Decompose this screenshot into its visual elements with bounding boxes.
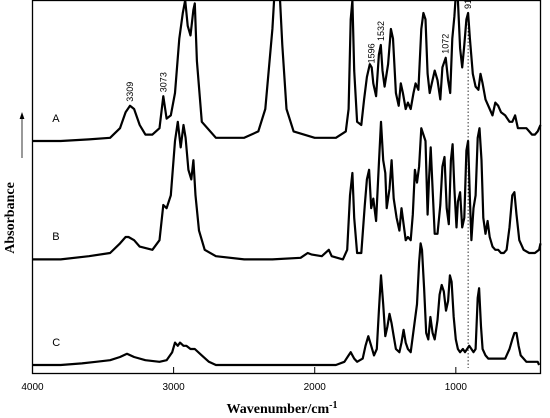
series-label-A: A (52, 113, 60, 125)
y-axis-arrow-head (19, 112, 25, 119)
y-axis: Absorbance (3, 112, 25, 254)
x-axis-label-superscript: -1 (329, 400, 337, 411)
peak-labels: 33093073291822671733159615321072913 (125, 0, 473, 102)
x-axis-label: Wavenumber/cm-1 (227, 400, 338, 417)
x-tick-label-3000: 3000 (162, 382, 185, 393)
x-tick-label-2000: 2000 (304, 382, 327, 393)
series-layer (32, 0, 542, 367)
series-label-C: C (52, 337, 60, 349)
spectrum-C (32, 242, 541, 367)
x-axis-label-main: Wavenumber/cm (227, 402, 330, 417)
peak-label-3309: 3309 (125, 82, 135, 102)
peak-label-1532: 1532 (376, 21, 386, 41)
peak-label-1072: 1072 (441, 34, 451, 54)
series-labels: A B C (52, 113, 60, 349)
spectrum-A (32, 0, 542, 143)
spectrum-B (32, 120, 542, 261)
x-tick-label-4000: 4000 (21, 382, 44, 393)
series-label-B: B (52, 231, 59, 243)
x-axis-ticks: 4000 3000 2000 1000 (21, 367, 467, 393)
x-tick-label-1000: 1000 (445, 382, 468, 393)
peak-label-1596: 1596 (367, 43, 377, 63)
peak-label-3073: 3073 (158, 72, 168, 92)
y-axis-label: Absorbance (3, 182, 18, 254)
plot-frame (31, 0, 542, 375)
peak-label-913: 913 (463, 0, 473, 9)
